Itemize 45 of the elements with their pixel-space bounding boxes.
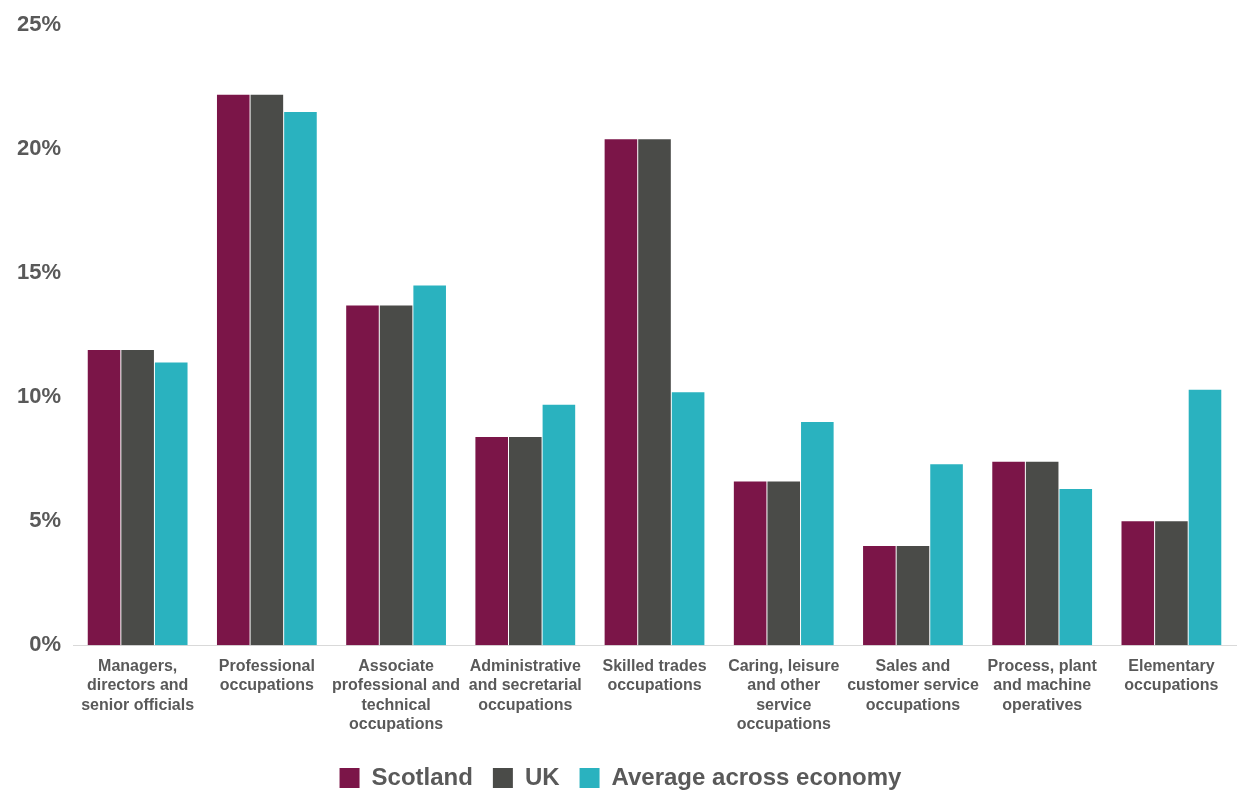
bar — [346, 305, 379, 646]
bar — [1025, 461, 1059, 646]
x-tick-label: Managers, directors and senior officials — [81, 657, 195, 713]
y-tick-label: 25% — [16, 11, 62, 37]
bar — [284, 112, 317, 646]
bar — [87, 350, 121, 646]
y-tick-label: 15% — [16, 259, 62, 285]
bar — [379, 305, 413, 646]
bar — [671, 392, 705, 646]
bar — [863, 546, 896, 646]
bar — [767, 481, 801, 646]
x-tick-label: Process, plant and machine operatives — [987, 657, 1098, 713]
bar — [604, 139, 638, 646]
bar — [413, 285, 446, 646]
bar — [475, 436, 508, 646]
bar — [154, 362, 188, 646]
x-tick-label: Administrative and secretarial occupations — [468, 657, 582, 713]
x-tick-label: Caring, leisure and other service occupations — [728, 657, 840, 732]
bar — [216, 94, 250, 646]
bar — [733, 481, 767, 646]
y-tick-label: 20% — [16, 135, 62, 161]
bar — [801, 422, 834, 646]
x-tick-label: Skilled trades occupations — [602, 657, 707, 694]
bar — [1059, 488, 1093, 646]
x-tick-label: Elementary occupations — [1124, 657, 1219, 694]
legend-label: UK — [524, 762, 561, 790]
bar — [896, 546, 930, 646]
bar — [250, 94, 284, 646]
bar — [1188, 389, 1222, 646]
y-tick-label: 0% — [29, 631, 62, 657]
bar — [992, 461, 1025, 646]
bar — [930, 464, 963, 646]
bar — [509, 436, 542, 646]
bar — [1155, 521, 1188, 646]
bar — [121, 350, 154, 646]
legend-label: Average across economy — [611, 762, 903, 790]
x-tick-label: Associate professional and technical occupations — [332, 657, 461, 732]
y-tick-label: 10% — [16, 383, 62, 409]
x-tick-label: Professional occupations — [218, 657, 315, 694]
bar — [638, 139, 671, 646]
x-tick-label: Sales and customer service occupations — [847, 657, 979, 713]
legend-label: Scotland — [371, 762, 473, 790]
bar — [542, 404, 576, 646]
bar — [1121, 521, 1155, 646]
y-tick-label: 5% — [29, 507, 62, 533]
